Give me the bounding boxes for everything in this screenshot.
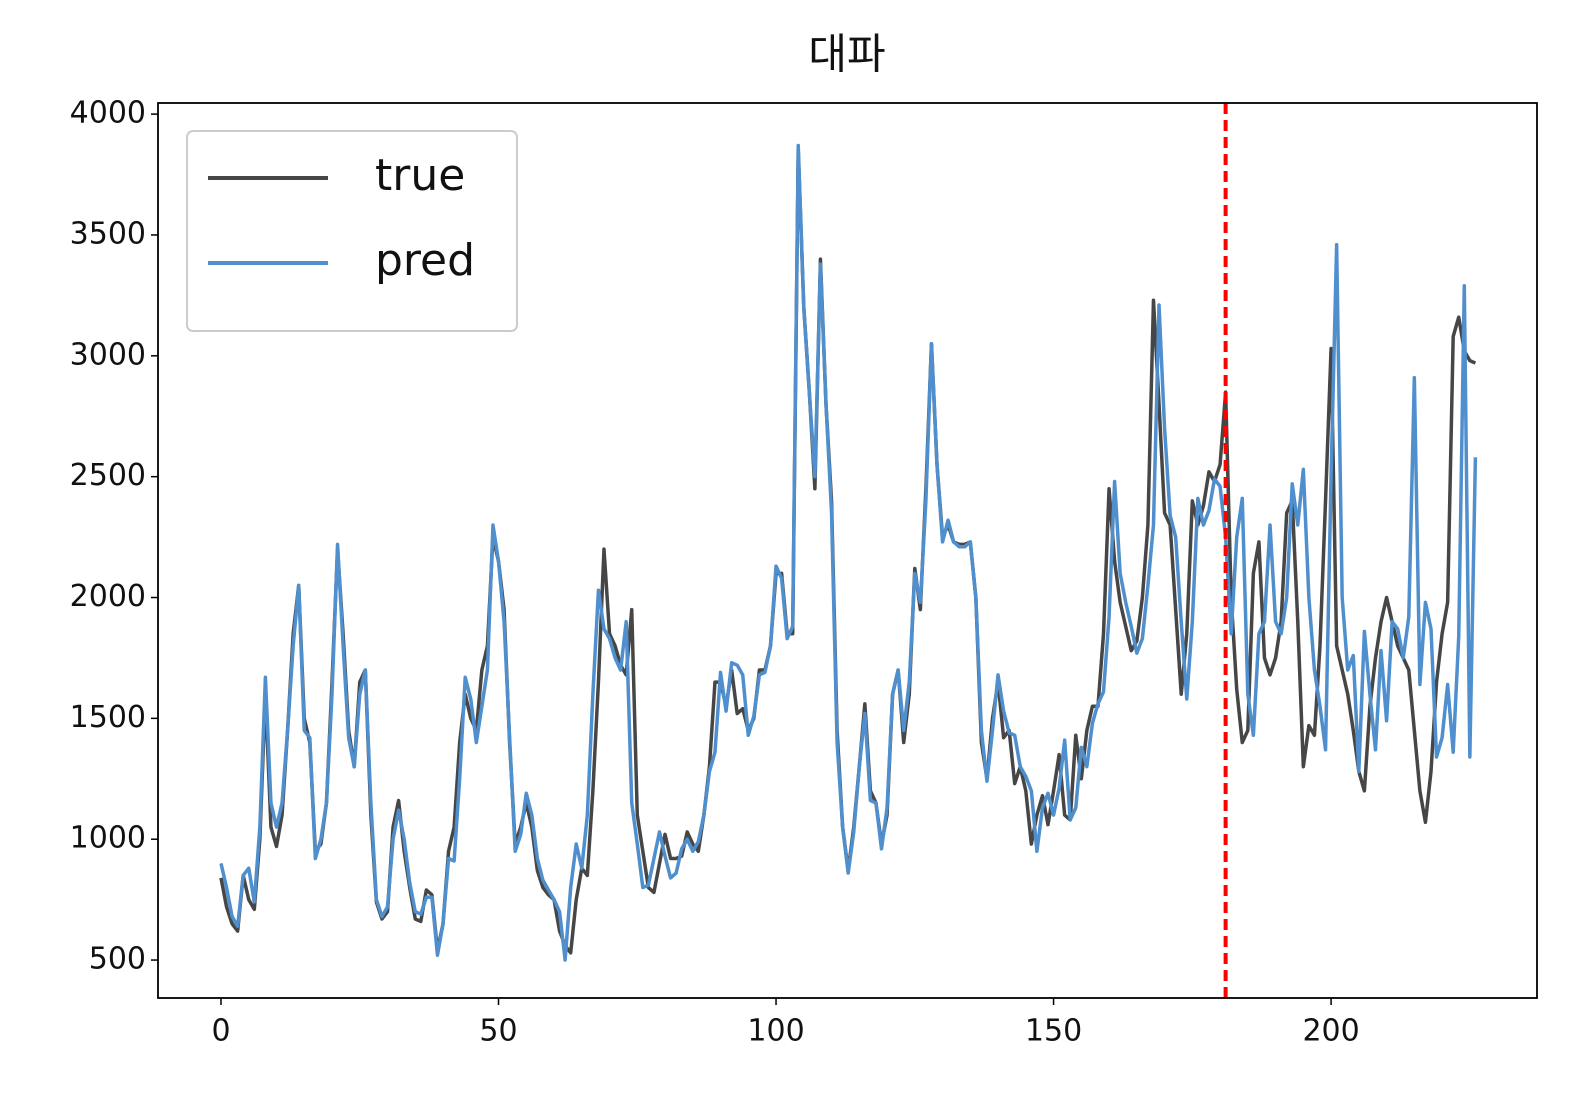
legend-label: pred (375, 235, 475, 286)
y-tick-label: 1500 (70, 700, 146, 735)
chart-title: 대파 (808, 30, 885, 79)
y-tick-label: 500 (89, 942, 146, 977)
x-tick-label: 0 (211, 1014, 230, 1049)
y-tick-label: 2000 (70, 579, 146, 614)
y-tick-label: 2500 (70, 458, 146, 493)
x-tick-label: 150 (1025, 1014, 1082, 1049)
plot-frame (157, 102, 1538, 999)
y-tick-label: 3500 (70, 216, 146, 251)
y-tick-label: 4000 (70, 96, 146, 131)
legend-box (186, 130, 518, 332)
y-tick-label: 1000 (70, 821, 146, 856)
series-line (219, 143, 1478, 962)
x-tick-label: 100 (747, 1014, 804, 1049)
x-tick-label: 200 (1302, 1014, 1359, 1049)
x-tick-label: 50 (479, 1014, 517, 1049)
legend-label: true (375, 150, 465, 201)
y-tick-label: 3000 (70, 337, 146, 372)
